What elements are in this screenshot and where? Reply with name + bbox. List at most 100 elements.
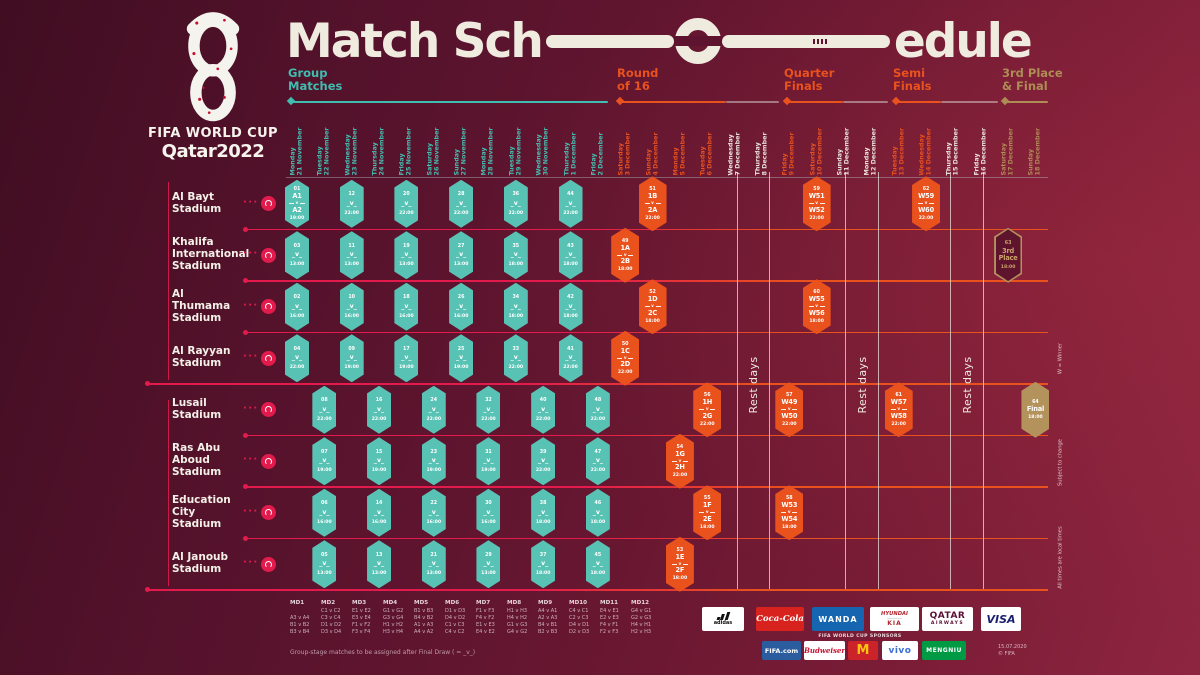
stadium-icon-detail [265,458,272,465]
date-value: 6 December [707,106,714,176]
match-content: 61W57vW5822:00 [891,392,907,427]
match-content: 27_v_13:00 [454,243,469,268]
matchday-legend-column: MD8H1 v H3H4 v H2G1 v G3G4 v G2 [507,600,538,636]
match-time: 19:00 [399,365,414,371]
row-separator-dot [243,484,248,489]
match-time: 22:00 [645,216,660,222]
date-value: 11 December [844,106,851,176]
date-label: Saturday26 November [426,106,441,176]
match-time: 16:00 [344,314,359,320]
date-label: Monday12 December [864,106,879,176]
match-number: 03 [294,243,301,250]
date-label: Wednesday30 November [536,106,551,176]
match-content: 42_v_18:00 [563,294,578,319]
match-number: 37 [540,552,547,559]
versus-mark [929,203,934,204]
match-time: 22:00 [563,211,578,217]
stadium-name: Al Thumama Stadium [172,289,248,325]
third-match-hexagon: 633rdPlace18:00 [994,228,1022,283]
match-number: 33 [512,346,519,353]
group-match-hexagon: 31_v_19:00 [476,437,500,485]
group-match-hexagon: 04_v_22:00 [285,334,309,382]
versus-mark [891,409,896,410]
r16-match-hexagon: 491Av2B18:00 [611,228,639,283]
side-note: All times are local times [1058,523,1067,593]
matchday-fixture: D2 v D3 [569,629,600,636]
match-placeholder: _v_ [511,353,521,364]
phase-header-r16: Round of 16 [617,67,658,93]
versus-mark [672,564,677,565]
match-content: 01A1vA219:00 [289,186,305,221]
group-match-hexagon: 09_v_19:00 [340,334,364,382]
r16-match-hexagon: 551Fv2E18:00 [693,485,721,540]
matchday-header: MD1 [290,600,321,606]
match-placeholder: _v_ [347,302,357,313]
date-label: Sunday27 November [454,106,469,176]
date-label: Monday28 November [481,106,496,176]
match-content: 21_v_13:00 [426,552,441,577]
sponsor-logo-wanda: WANDA [812,607,864,631]
matchday-fixture [290,608,321,615]
match-content: 541Gv2H22:00 [672,444,688,479]
match-team-bottom: 2H [675,464,685,472]
match-team-bottom: 2F [676,567,685,575]
matchday-fixture: B2 v B3 [538,629,569,636]
match-content: 59W51vW5222:00 [809,186,825,221]
match-content: 64Final18:00 [1027,399,1044,421]
matchday-legend-column: MD12G4 v G1G2 v G3H4 v H1H2 v H3 [631,600,662,636]
match-placeholder: _v_ [292,250,302,261]
match-content: 57W49vW5022:00 [781,392,797,427]
match-time: 19:00 [290,216,305,222]
sf-match-hexagon: 61W57vW5822:00 [885,382,913,437]
matchday-header: MD3 [352,600,383,606]
match-placeholder: _v_ [319,559,329,570]
match-content: 38_v_18:00 [536,500,551,525]
sponsor-logo-adidas: adidas [702,607,744,631]
matchday-fixture: G3 v G4 [383,615,414,622]
group-match-hexagon: 27_v_13:00 [449,231,473,279]
date-value: 25 November [406,106,413,176]
match-time: 18:00 [508,314,523,320]
logo-qatar-2022-text: Qatar2022 [136,142,290,162]
match-time: 22:00 [591,468,606,474]
match-content: 03_v_13:00 [290,243,305,268]
stadium-icon-detail [265,509,272,516]
sf-match-hexagon: 62W59vW6022:00 [912,176,940,231]
phase-rule-segment [941,101,998,103]
group-match-hexagon: 20_v_22:00 [394,180,418,228]
match-number: 10 [348,294,355,301]
match-time: 13:00 [290,262,305,268]
versus-mark [781,409,786,410]
match-content: 60W55vW5618:00 [809,289,825,324]
date-value: 28 November [488,106,495,176]
date-value: 9 December [789,106,796,176]
matchday-fixture: F1 v F2 [352,622,383,629]
matchday-fixture: A2 v A3 [538,615,569,622]
group-match-hexagon: 44_v_22:00 [559,180,583,228]
match-placeholder: _v_ [401,199,411,210]
phase-header-qf: Quarter Finals [784,67,834,93]
versus-mark [628,358,633,359]
date-label: Sunday4 December [645,106,660,176]
match-placeholder: _v_ [347,353,357,364]
matchday-legend-column: MD11E4 v E1E2 v E3F4 v F1F2 v F3 [600,600,631,636]
matchday-fixture: E1 v E2 [352,608,383,615]
match-number: 46 [595,500,602,507]
match-content: 29_v_13:00 [481,552,496,577]
versus-mark [710,409,715,410]
match-number: 32 [485,397,492,404]
stadium-icon [261,299,276,314]
matchday-header: MD6 [445,600,476,606]
sponsor-logo-text: vivo [888,646,911,656]
versus-mark [683,564,688,565]
versus-mark [820,203,825,204]
match-placeholder: _v_ [456,250,466,261]
date-value: 7 December [735,106,742,176]
date-value: 22 November [324,106,331,176]
match-time: 22:00 [536,468,551,474]
date-label: Friday2 December [590,106,605,176]
group-match-hexagon: 41_v_22:00 [559,334,583,382]
versus-mark [792,409,797,410]
match-team-bottom: W54 [781,516,797,524]
group-match-hexagon: 33_v_22:00 [504,334,528,382]
